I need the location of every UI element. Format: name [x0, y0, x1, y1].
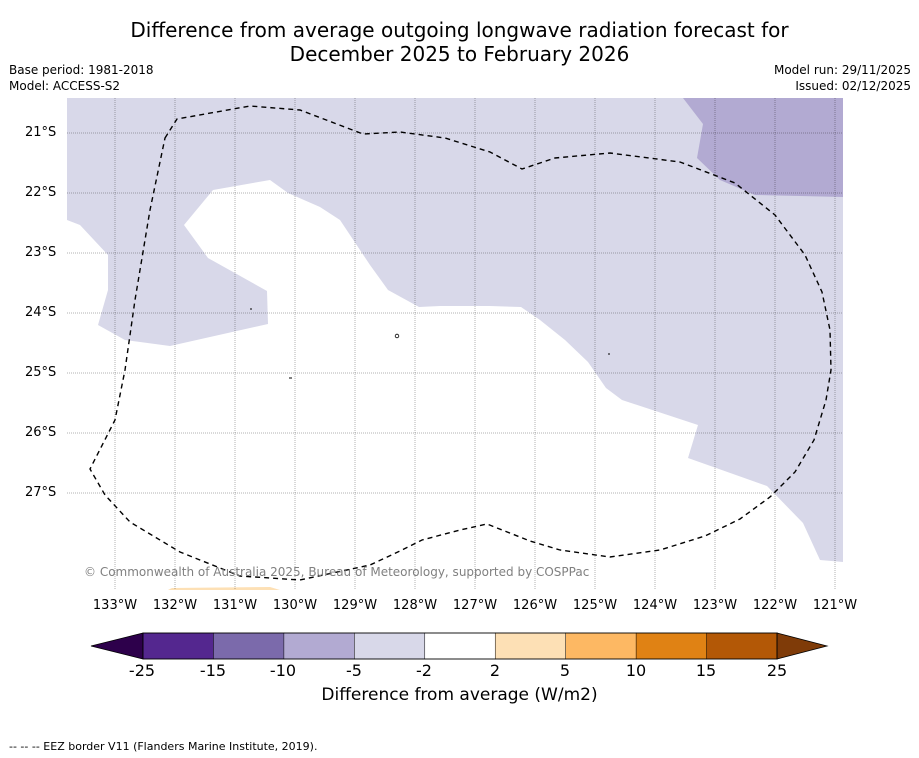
title-line-2: December 2025 to February 2026 — [289, 42, 630, 66]
colorbar-label: Difference from average (W/m2) — [321, 685, 598, 705]
copyright-notice: © Commonwealth of Australia 2025, Bureau… — [84, 565, 590, 579]
lon-label: 130°W — [272, 598, 318, 613]
lon-label: 132°W — [152, 598, 198, 613]
lon-label: 128°W — [392, 598, 438, 613]
base-period: Base period: 1981-2018 — [9, 63, 154, 77]
colorbar-under-triangle — [90, 632, 144, 660]
issued-date: Issued: 02/12/2025 — [795, 79, 911, 93]
colorbar — [90, 632, 829, 660]
colorbar-segment — [142, 632, 215, 660]
lon-label: 123°W — [692, 598, 738, 613]
colorbar-segment — [635, 632, 708, 660]
eez-legend: -- -- -- EEZ border V11 (Flanders Marine… — [9, 740, 318, 753]
lon-label: 125°W — [572, 598, 618, 613]
chart-title: Difference from average outgoing longwav… — [0, 18, 919, 66]
colorbar-segment — [354, 632, 426, 660]
lon-label: 133°W — [92, 598, 138, 613]
model-name: Model: ACCESS-S2 — [9, 79, 121, 93]
colorbar-segments — [142, 632, 778, 660]
lon-label: 122°W — [752, 598, 798, 613]
lon-label: 126°W — [512, 598, 558, 613]
lat-label: 23°S — [25, 245, 57, 260]
colorbar-segment — [424, 632, 496, 660]
lon-label: 127°W — [452, 598, 498, 613]
colorbar-tick: 15 — [695, 661, 717, 680]
eez-border — [89, 105, 832, 581]
anomaly-light-purple — [67, 98, 843, 562]
lon-label: 124°W — [632, 598, 678, 613]
colorbar-segment — [213, 632, 285, 660]
meta-right: Model run: 29/11/2025 Issued: 02/12/2025 — [774, 62, 911, 94]
colorbar-tick: 10 — [625, 661, 647, 680]
model-run: Model run: 29/11/2025 — [773, 63, 911, 77]
lat-label: 22°S — [25, 185, 57, 200]
lon-gridlines — [114, 98, 836, 590]
lat-label: 26°S — [25, 425, 57, 440]
colorbar-tick: -10 — [269, 661, 297, 680]
lat-gridlines — [67, 132, 843, 494]
lon-label: 121°W — [812, 598, 858, 613]
colorbar-segment — [283, 632, 356, 660]
colorbar-outline — [142, 632, 778, 660]
colorbar-tick: 25 — [766, 661, 788, 680]
lat-label: 24°S — [25, 305, 57, 320]
colorbar-segment — [494, 632, 567, 660]
colorbar-segment — [565, 632, 637, 660]
meta-left: Base period: 1981-2018 Model: ACCESS-S2 — [9, 62, 154, 94]
anomaly-mid-purple — [683, 98, 843, 197]
lon-label: 131°W — [212, 598, 258, 613]
colorbar-tick: -5 — [346, 661, 362, 680]
lon-label: 129°W — [332, 598, 378, 613]
colorbar-tick: -2 — [416, 661, 432, 680]
anomaly-light-orange — [168, 587, 280, 590]
colorbar-tick: 5 — [559, 661, 571, 680]
colorbar-tick: -25 — [128, 661, 156, 680]
colorbar-over-triangle — [776, 632, 829, 660]
colorbar-tick: 2 — [489, 661, 501, 680]
colorbar-segment — [706, 632, 778, 660]
lat-label: 25°S — [25, 365, 57, 380]
lat-label: 21°S — [25, 125, 57, 140]
island-markers — [250, 308, 610, 379]
title-line-1: Difference from average outgoing longwav… — [130, 18, 789, 42]
colorbar-tick: -15 — [199, 661, 227, 680]
lat-label: 27°S — [25, 485, 57, 500]
map-panel — [67, 98, 843, 590]
